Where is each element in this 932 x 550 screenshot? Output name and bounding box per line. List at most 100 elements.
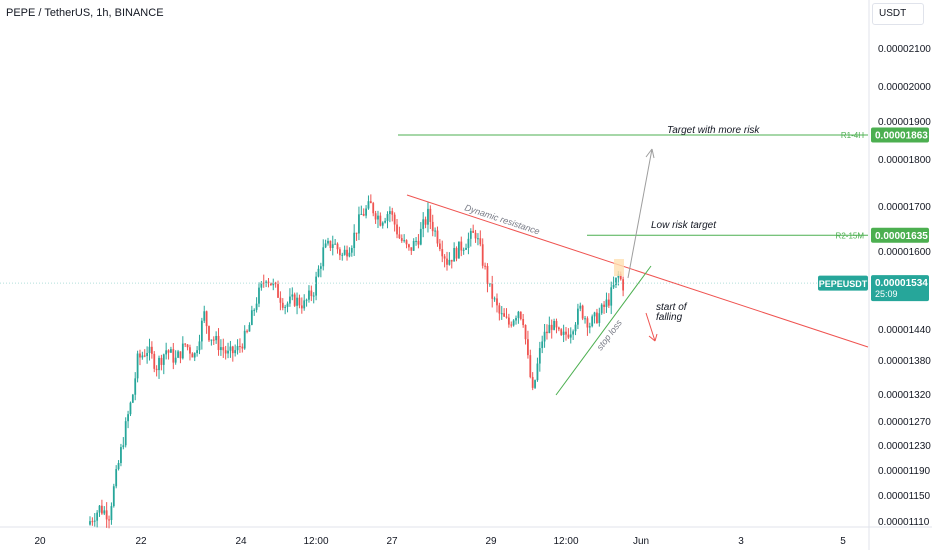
- candle-body: [193, 353, 196, 358]
- target-arrow-line: [627, 148, 653, 279]
- candle-body: [327, 240, 329, 244]
- candle-body: [234, 350, 237, 354]
- candle-body: [500, 313, 503, 315]
- time-tick-label: 29: [485, 536, 497, 547]
- candle-body: [336, 243, 339, 250]
- candle-body: [372, 203, 375, 214]
- candle-body: [584, 318, 586, 320]
- candle-body: [281, 302, 284, 308]
- candle-body: [170, 349, 172, 353]
- candle-body: [453, 247, 456, 262]
- candle-body: [479, 238, 482, 245]
- candle-body: [388, 211, 391, 215]
- candle-body: [529, 355, 532, 377]
- candle-body: [239, 346, 241, 348]
- price-tick-label: 0.00002000: [878, 82, 931, 93]
- candle-body: [124, 421, 127, 446]
- candle-body: [117, 463, 120, 470]
- candle-body: [231, 346, 234, 354]
- candle-body: [572, 331, 575, 335]
- candle-body: [200, 320, 203, 342]
- candle-body: [96, 512, 99, 521]
- candle-body: [512, 320, 515, 326]
- candle-body: [253, 309, 256, 311]
- r1-price-value: 0.00001863: [875, 131, 928, 142]
- candle-body: [374, 213, 377, 220]
- candle-body: [612, 284, 615, 288]
- candle-body: [607, 299, 610, 306]
- candle-body: [424, 219, 427, 225]
- price-tick-label: 0.00001800: [878, 155, 931, 166]
- candle-body: [603, 304, 605, 307]
- candle-body: [498, 305, 501, 314]
- candle-body: [493, 298, 496, 300]
- candle-body: [277, 284, 279, 298]
- candle-body: [265, 281, 268, 283]
- candle-body: [534, 380, 536, 388]
- candle-body: [507, 317, 510, 325]
- r1-price-box: [871, 127, 929, 143]
- candle-body: [289, 296, 291, 304]
- candle-body: [398, 234, 401, 239]
- candle-body: [158, 357, 160, 371]
- low-risk-target-label: Low risk target: [651, 220, 717, 231]
- candle-body: [555, 320, 558, 328]
- price-tick-label: 0.00002100: [878, 44, 931, 55]
- candle-body: [246, 330, 248, 332]
- candle-body: [400, 238, 403, 241]
- candle-body: [553, 320, 555, 330]
- candle-body: [477, 238, 479, 240]
- candle-body: [291, 294, 294, 297]
- candle-body: [89, 521, 91, 525]
- candle-body: [350, 248, 353, 253]
- price-tick-label: 0.00001380: [878, 356, 931, 367]
- candle-body: [298, 297, 301, 306]
- candle-body: [184, 343, 187, 345]
- candle-body: [422, 219, 425, 229]
- current-price-value: 0.00001534: [875, 278, 928, 289]
- time-tick-label: 12:00: [303, 536, 328, 547]
- candle-body: [343, 249, 346, 255]
- candle-body: [101, 505, 103, 514]
- candle-body: [358, 214, 360, 234]
- time-tick-label: Jun: [633, 536, 649, 547]
- candle-body: [403, 240, 406, 242]
- candle-body: [450, 259, 453, 262]
- candle-body: [405, 240, 408, 245]
- candles: [89, 194, 625, 529]
- candle-body: [619, 274, 622, 280]
- r2-15m-tag: R2-15M: [836, 231, 865, 240]
- time-tick-label: 27: [386, 536, 398, 547]
- candle-body: [536, 363, 539, 381]
- r2-price-box: [871, 227, 929, 243]
- falling-label: falling: [656, 312, 683, 323]
- candle-body: [103, 510, 106, 514]
- candle-body: [141, 355, 144, 358]
- candle-body: [329, 240, 332, 248]
- candle-body: [448, 259, 451, 265]
- candle-body: [543, 331, 546, 342]
- candle-body: [434, 230, 436, 232]
- candle-body: [222, 347, 225, 351]
- candle-body: [241, 346, 244, 349]
- candle-body: [127, 414, 129, 422]
- candle-body: [586, 318, 589, 328]
- candle-body: [155, 368, 158, 371]
- candle-body: [365, 208, 367, 216]
- candle-body: [567, 334, 570, 338]
- candle-body: [308, 290, 310, 300]
- candle-body: [600, 304, 603, 314]
- candle-body: [412, 240, 415, 251]
- currency-unit-button[interactable]: USDT: [872, 3, 924, 25]
- candle-body: [557, 327, 560, 330]
- candle-body: [153, 353, 156, 369]
- candle-body: [541, 341, 544, 349]
- candle-body: [474, 232, 477, 239]
- candle-body: [438, 243, 441, 250]
- candle-body: [593, 312, 596, 317]
- start-of-label: start of: [656, 302, 688, 313]
- candle-body: [139, 353, 141, 358]
- candle-body: [515, 317, 517, 321]
- candle-body: [203, 311, 206, 321]
